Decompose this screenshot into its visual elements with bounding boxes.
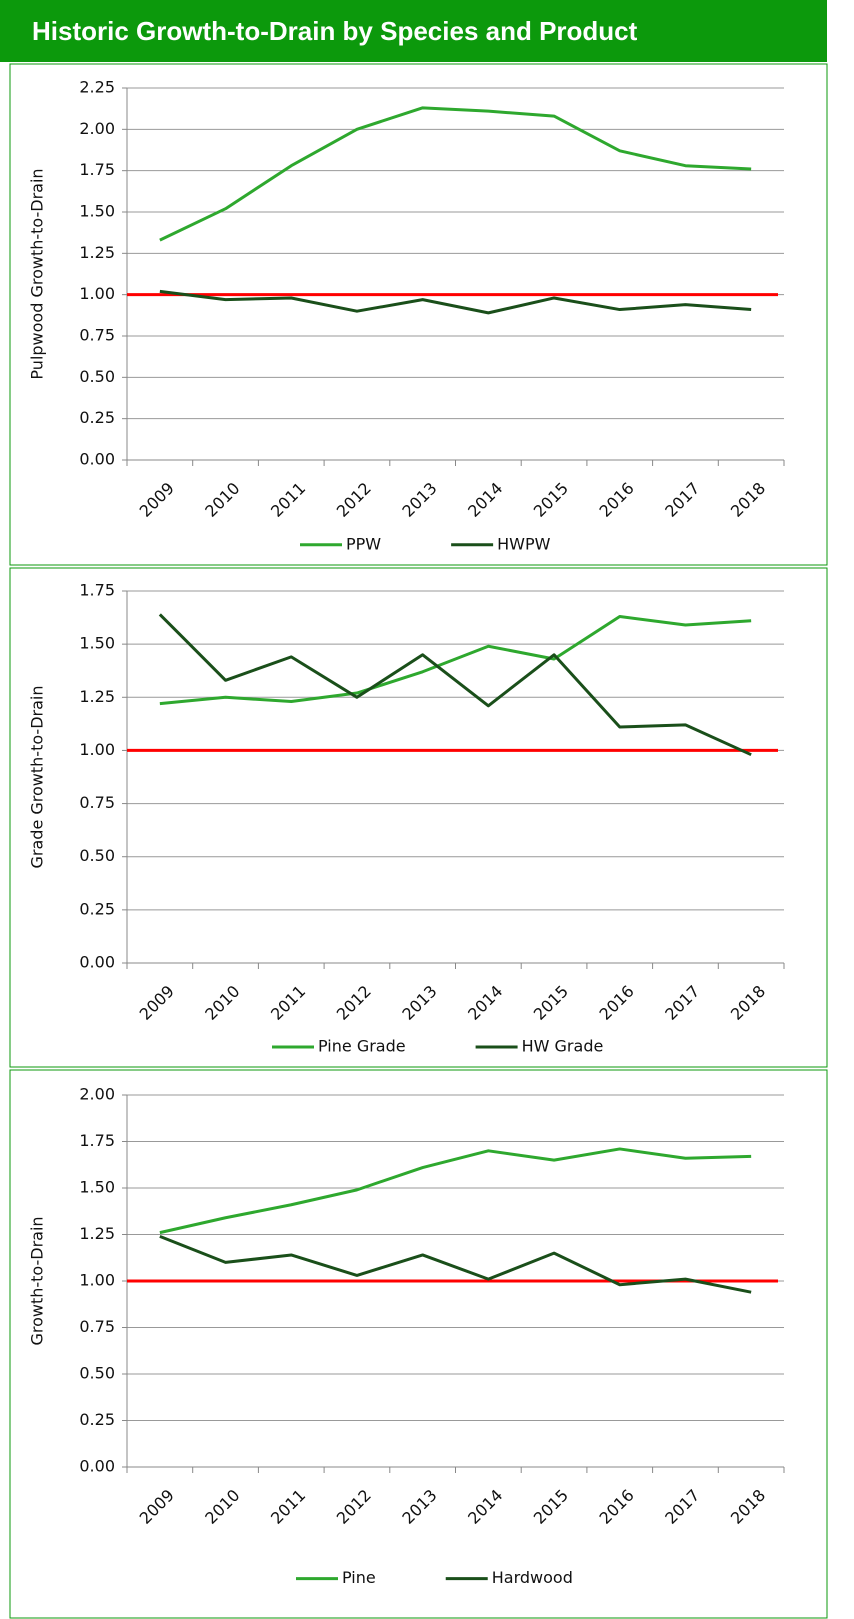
x-tick-label: 2016 [596,982,638,1024]
y-axis-title: Growth-to-Drain [28,1216,47,1345]
x-tick-label: 2012 [333,1486,375,1528]
x-tick-label: 2009 [136,479,178,521]
y-tick-label: 0.50 [79,367,115,386]
y-tick-label: 0.00 [79,450,115,469]
x-tick-label: 2011 [267,982,309,1024]
x-tick-label: 2017 [661,1486,703,1528]
y-tick-label: 1.25 [79,1224,115,1243]
x-tick-label: 2012 [333,982,375,1024]
header-bar [0,0,827,62]
x-tick-label: 2016 [596,479,638,521]
y-tick-label: 0.75 [79,1317,115,1336]
y-tick-label: 0.75 [79,326,115,345]
x-tick-label: 2014 [464,982,506,1024]
series-line [159,615,752,706]
x-tick-label: 2010 [201,479,243,521]
legend-label: HWPW [497,534,551,553]
x-tick-label: 2013 [398,1486,440,1528]
y-tick-label: 2.00 [79,119,115,138]
y-tick-label: 1.75 [79,160,115,179]
legend-label: Hardwood [492,1568,573,1587]
x-tick-label: 2012 [333,479,375,521]
legend-label: Pine [342,1568,376,1587]
legend-label: HW Grade [522,1037,604,1056]
y-tick-label: 0.50 [79,846,115,865]
y-tick-label: 0.50 [79,1364,115,1383]
x-tick-label: 2009 [136,982,178,1024]
panel-border [9,1069,828,1619]
x-tick-label: 2018 [727,1486,769,1528]
x-tick-label: 2013 [398,479,440,521]
y-tick-label: 1.25 [79,687,115,706]
y-tick-label: 0.25 [79,1410,115,1429]
legend-label: PPW [346,534,381,553]
y-tick-label: 1.50 [79,1178,115,1197]
y-tick-label: 1.75 [79,581,115,600]
x-tick-label: 2017 [661,479,703,521]
x-tick-label: 2015 [530,1486,572,1528]
y-tick-label: 2.00 [79,1085,115,1104]
y-tick-label: 1.25 [79,243,115,262]
y-tick-label: 0.00 [79,1457,115,1476]
y-tick-label: 1.00 [79,284,115,303]
series-line [159,106,752,242]
y-tick-label: 0.25 [79,408,115,427]
y-tick-label: 1.75 [79,1131,115,1150]
x-tick-label: 2011 [267,479,309,521]
x-tick-label: 2014 [464,479,506,521]
x-tick-label: 2017 [661,982,703,1024]
legend-label: Pine Grade [318,1037,406,1056]
series-line [159,1234,752,1294]
series-line [158,613,752,757]
x-tick-label: 2009 [136,1486,178,1528]
header-title: Historic Growth-to-Drain by Species and … [32,16,638,46]
x-tick-label: 2018 [727,479,769,521]
y-tick-label: 0.75 [79,793,115,812]
x-tick-label: 2011 [267,1486,309,1528]
y-tick-label: 0.00 [79,953,115,972]
x-tick-label: 2015 [530,479,572,521]
x-tick-label: 2016 [596,1486,638,1528]
series-line [159,1147,752,1235]
series-line [159,289,752,315]
panel-border [9,567,828,1068]
x-tick-label: 2015 [530,982,572,1024]
x-tick-label: 2010 [201,982,243,1024]
x-tick-label: 2010 [201,1486,243,1528]
panel-border [9,63,828,566]
y-tick-label: 1.50 [79,634,115,653]
y-tick-label: 1.50 [79,202,115,221]
y-axis-title: Grade Growth-to-Drain [28,686,47,869]
y-tick-label: 1.00 [79,1271,115,1290]
y-tick-label: 0.25 [79,899,115,918]
x-tick-label: 2013 [398,982,440,1024]
x-tick-label: 2014 [464,1486,506,1528]
y-axis-title: Pulpwood Growth-to-Drain [28,168,47,379]
y-tick-label: 1.00 [79,740,115,759]
x-tick-label: 2018 [727,982,769,1024]
y-tick-label: 2.25 [79,78,115,97]
